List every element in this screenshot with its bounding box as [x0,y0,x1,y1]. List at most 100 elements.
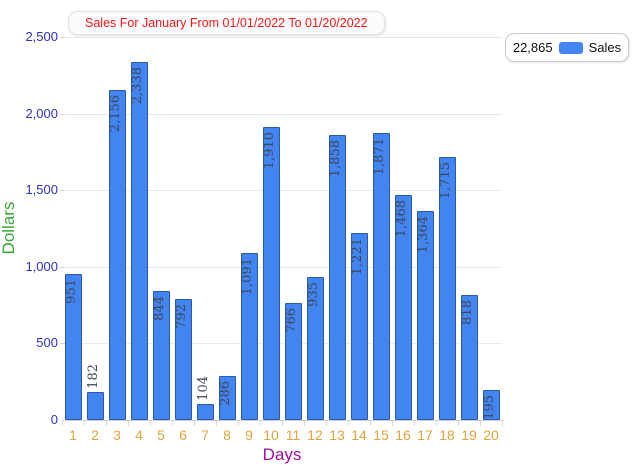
bar-value-label-day-3: 2,156 [108,94,123,132]
chart-title-box: Sales For January From 01/01/2022 To 01/… [68,11,385,35]
bar-day-8 [218,376,236,420]
x-tick-label-17: 17 [417,427,433,443]
x-tick-mark [62,421,63,426]
bar-day-10 [262,127,280,420]
legend-series-swatch-icon [558,41,583,54]
bar-value-label-day-12: 935 [306,281,321,307]
x-tick-label-19: 19 [461,427,477,443]
x-tick-mark [436,421,437,426]
x-axis-title: Days [262,445,302,464]
bar-value-label-day-17: 1,364 [416,216,431,254]
gridline-y-1000 [62,266,502,268]
legend-total-value: 22,865 [512,40,553,55]
x-tick-label-3: 3 [113,427,121,443]
chart-title: Sales For January From 01/01/2022 To 01/… [85,16,368,30]
y-tick-mark [60,113,65,115]
x-tick-label-20: 20 [483,427,499,443]
bar-value-label-day-8: 286 [218,381,233,406]
x-tick-mark [84,421,85,426]
y-tick-label-1000: 1,000 [25,258,58,274]
bar-day-16 [394,195,412,420]
y-tick-mark [60,266,65,268]
bar-day-17 [416,211,434,420]
x-tick-mark [194,421,195,426]
bar-day-19 [460,294,478,420]
gridline-y-2000 [62,113,502,115]
bar-value-label-day-14: 1,221 [350,237,365,276]
bar-value-label-day-7: 104 [196,376,211,402]
x-axis-baseline [62,420,503,421]
bar-day-14 [350,232,368,420]
x-tick-label-14: 14 [351,427,367,443]
y-tick-mark [60,343,65,345]
x-tick-mark [502,421,503,426]
y-tick-label-0: 0 [50,412,58,427]
x-tick-label-5: 5 [157,427,165,443]
bar-day-18 [438,157,456,420]
x-tick-label-2: 2 [91,427,99,443]
x-tick-label-11: 11 [285,427,301,443]
x-tick-mark [260,421,261,426]
x-tick-mark [282,421,283,426]
bar-day-4 [130,61,148,420]
bar-day-5 [152,290,170,420]
x-tick-mark [348,421,349,426]
bar-value-label-day-19: 818 [460,299,475,325]
bar-value-label-day-11: 766 [284,307,299,333]
bar-value-label-day-13: 1,858 [328,140,343,178]
bar-value-label-day-2: 182 [86,364,101,390]
x-tick-mark [414,421,415,426]
x-tick-mark [238,421,239,426]
bar-day-9 [240,252,258,420]
x-tick-label-13: 13 [329,427,345,443]
x-tick-mark [172,421,173,426]
x-tick-mark [106,421,107,426]
bar-value-label-day-16: 1,468 [394,200,409,238]
x-tick-mark [480,421,481,426]
x-tick-mark [304,421,305,426]
x-tick-label-8: 8 [223,427,231,443]
bar-value-label-day-4: 2,338 [130,66,145,105]
bar-day-2 [86,392,104,420]
bar-value-label-day-18: 1,715 [438,162,453,200]
y-tick-mark [60,190,65,192]
bar-day-7 [196,404,214,420]
bar-day-1 [64,274,82,420]
x-tick-label-9: 9 [245,427,253,443]
bar-day-6 [174,298,192,420]
bar-value-label-day-1: 951 [64,279,79,305]
bar-day-11 [284,302,302,420]
bar-value-label-day-15: 1,871 [372,138,387,176]
y-tick-label-2500: 2,500 [25,29,58,44]
x-tick-mark [370,421,371,426]
bar-value-label-day-5: 844 [152,295,167,321]
x-tick-label-6: 6 [179,427,187,443]
x-tick-mark [392,421,393,426]
bar-day-20 [482,390,500,420]
y-tick-label-500: 500 [36,335,58,351]
y-axis-title: Dollars [0,201,18,255]
x-tick-mark [326,421,327,426]
y-tick-mark [60,37,65,38]
x-tick-mark [216,421,217,426]
bar-day-12 [306,276,324,420]
legend-series-label: Sales [588,40,622,55]
x-tick-label-16: 16 [395,427,411,443]
x-tick-label-7: 7 [201,427,209,443]
gridline-y-1500 [62,190,502,192]
chart-legend[interactable]: 22,865 Sales [505,33,629,62]
bar-value-label-day-10: 1,910 [262,132,277,170]
bar-value-label-day-9: 1,091 [240,257,255,296]
bar-value-label-day-20: 195 [482,395,497,420]
x-tick-mark [458,421,459,426]
y-tick-label-1500: 1,500 [25,182,58,198]
x-tick-label-4: 4 [135,427,143,443]
bar-day-3 [108,89,126,420]
x-tick-label-1: 1 [69,427,77,443]
bar-value-label-day-6: 792 [174,303,189,329]
x-tick-label-15: 15 [373,427,389,443]
x-tick-label-12: 12 [307,427,323,443]
bar-day-15 [372,133,390,420]
y-tick-label-2000: 2,000 [25,105,58,121]
